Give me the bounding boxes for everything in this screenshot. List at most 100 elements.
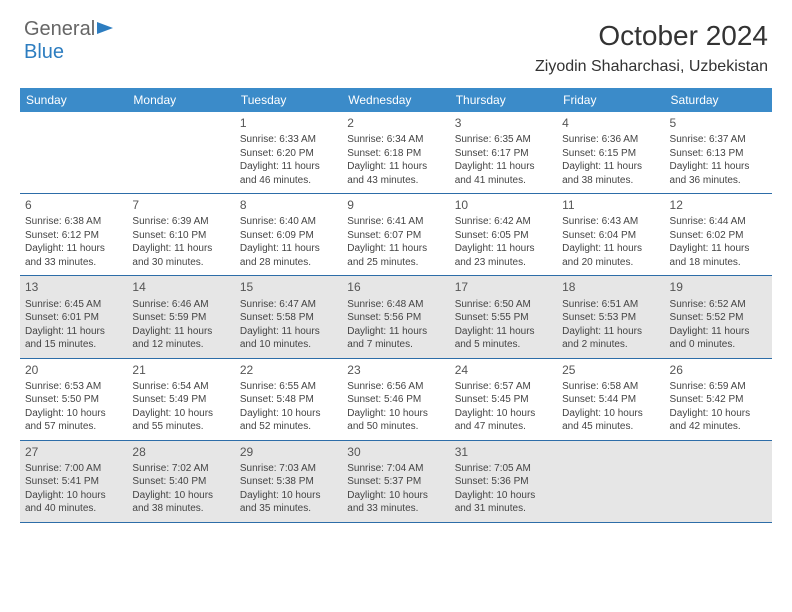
- day-number: 28: [132, 444, 229, 460]
- daylight-text: Daylight: 11 hours and 10 minutes.: [240, 325, 337, 352]
- daylight-text: Daylight: 11 hours and 43 minutes.: [347, 160, 444, 187]
- daylight-text: Daylight: 11 hours and 28 minutes.: [240, 242, 337, 269]
- calendar-day-cell: 21Sunrise: 6:54 AMSunset: 5:49 PMDayligh…: [127, 359, 234, 440]
- sunrise-text: Sunrise: 6:42 AM: [455, 215, 552, 229]
- calendar-body: 1Sunrise: 6:33 AMSunset: 6:20 PMDaylight…: [20, 112, 772, 523]
- calendar-day-cell: 6Sunrise: 6:38 AMSunset: 6:12 PMDaylight…: [20, 194, 127, 275]
- sunset-text: Sunset: 6:10 PM: [132, 229, 229, 243]
- day-header: Tuesday: [235, 88, 342, 112]
- sunrise-text: Sunrise: 6:39 AM: [132, 215, 229, 229]
- sunset-text: Sunset: 6:20 PM: [240, 147, 337, 161]
- calendar-day-cell: 11Sunrise: 6:43 AMSunset: 6:04 PMDayligh…: [557, 194, 664, 275]
- sunset-text: Sunset: 6:05 PM: [455, 229, 552, 243]
- calendar-day-cell: 28Sunrise: 7:02 AMSunset: 5:40 PMDayligh…: [127, 441, 234, 522]
- calendar-day-cell: 15Sunrise: 6:47 AMSunset: 5:58 PMDayligh…: [235, 276, 342, 357]
- sunrise-text: Sunrise: 7:03 AM: [240, 462, 337, 476]
- logo-text-2: Blue: [24, 41, 64, 63]
- sunset-text: Sunset: 5:59 PM: [132, 311, 229, 325]
- calendar: SundayMondayTuesdayWednesdayThursdayFrid…: [20, 88, 772, 523]
- day-number: 3: [455, 115, 552, 131]
- day-header: Friday: [557, 88, 664, 112]
- day-number: 16: [347, 279, 444, 295]
- sunrise-text: Sunrise: 6:41 AM: [347, 215, 444, 229]
- sunrise-text: Sunrise: 6:34 AM: [347, 133, 444, 147]
- day-number: 19: [670, 279, 767, 295]
- calendar-day-cell: 16Sunrise: 6:48 AMSunset: 5:56 PMDayligh…: [342, 276, 449, 357]
- daylight-text: Daylight: 11 hours and 18 minutes.: [670, 242, 767, 269]
- calendar-day-cell: 30Sunrise: 7:04 AMSunset: 5:37 PMDayligh…: [342, 441, 449, 522]
- sunset-text: Sunset: 5:56 PM: [347, 311, 444, 325]
- daylight-text: Daylight: 11 hours and 12 minutes.: [132, 325, 229, 352]
- sunset-text: Sunset: 5:38 PM: [240, 475, 337, 489]
- daylight-text: Daylight: 11 hours and 36 minutes.: [670, 160, 767, 187]
- daylight-text: Daylight: 11 hours and 41 minutes.: [455, 160, 552, 187]
- daylight-text: Daylight: 11 hours and 46 minutes.: [240, 160, 337, 187]
- sunset-text: Sunset: 5:41 PM: [25, 475, 122, 489]
- daylight-text: Daylight: 11 hours and 33 minutes.: [25, 242, 122, 269]
- daylight-text: Daylight: 11 hours and 5 minutes.: [455, 325, 552, 352]
- daylight-text: Daylight: 11 hours and 7 minutes.: [347, 325, 444, 352]
- sunrise-text: Sunrise: 6:57 AM: [455, 380, 552, 394]
- day-number: 29: [240, 444, 337, 460]
- calendar-header-row: SundayMondayTuesdayWednesdayThursdayFrid…: [20, 88, 772, 112]
- sunset-text: Sunset: 6:09 PM: [240, 229, 337, 243]
- calendar-day-cell: 29 Sunrise: 7:03 AMSunset: 5:38 PMDayligh…: [235, 441, 342, 522]
- sunrise-text: Sunrise: 7:00 AM: [25, 462, 122, 476]
- daylight-text: Daylight: 11 hours and 2 minutes.: [562, 325, 659, 352]
- sunset-text: Sunset: 5:53 PM: [562, 311, 659, 325]
- sunrise-text: Sunrise: 6:40 AM: [240, 215, 337, 229]
- logo-triangle-icon: [97, 22, 113, 34]
- daylight-text: Daylight: 10 hours and 40 minutes.: [25, 489, 122, 516]
- calendar-day-cell: 3Sunrise: 6:35 AMSunset: 6:17 PMDaylight…: [450, 112, 557, 193]
- calendar-day-cell: 31Sunrise: 7:05 AMSunset: 5:36 PMDayligh…: [450, 441, 557, 522]
- day-number: 27: [25, 444, 122, 460]
- day-header: Thursday: [450, 88, 557, 112]
- day-number: 4: [562, 115, 659, 131]
- sunset-text: Sunset: 6:18 PM: [347, 147, 444, 161]
- daylight-text: Daylight: 11 hours and 38 minutes.: [562, 160, 659, 187]
- calendar-empty-cell: [557, 441, 664, 522]
- day-number: 9: [347, 197, 444, 213]
- daylight-text: Daylight: 10 hours and 42 minutes.: [670, 407, 767, 434]
- day-number: 10: [455, 197, 552, 213]
- calendar-row: 27Sunrise: 7:00 AMSunset: 5:41 PMDayligh…: [20, 441, 772, 523]
- sunrise-text: Sunrise: 6:56 AM: [347, 380, 444, 394]
- sunset-text: Sunset: 6:13 PM: [670, 147, 767, 161]
- day-number: 12: [670, 197, 767, 213]
- day-number: 15: [240, 279, 337, 295]
- day-number: 21: [132, 362, 229, 378]
- sunset-text: Sunset: 6:07 PM: [347, 229, 444, 243]
- calendar-day-cell: 27 Sunrise: 7:00 AMSunset: 5:41 PMDayligh…: [20, 441, 127, 522]
- daylight-text: Daylight: 10 hours and 35 minutes.: [240, 489, 337, 516]
- day-number: 6: [25, 197, 122, 213]
- sunrise-text: Sunrise: 6:43 AM: [562, 215, 659, 229]
- day-header: Sunday: [20, 88, 127, 112]
- calendar-empty-cell: [127, 112, 234, 193]
- calendar-row: 13Sunrise: 6:45 AMSunset: 6:01 PMDayligh…: [20, 276, 772, 358]
- sunset-text: Sunset: 5:44 PM: [562, 393, 659, 407]
- sunset-text: Sunset: 6:12 PM: [25, 229, 122, 243]
- day-number: 25: [562, 362, 659, 378]
- daylight-text: Daylight: 10 hours and 52 minutes.: [240, 407, 337, 434]
- sunrise-text: Sunrise: 6:47 AM: [240, 298, 337, 312]
- sunset-text: Sunset: 5:45 PM: [455, 393, 552, 407]
- calendar-day-cell: 19Sunrise: 6:52 AMSunset: 5:52 PMDayligh…: [665, 276, 772, 357]
- sunset-text: Sunset: 5:50 PM: [25, 393, 122, 407]
- calendar-day-cell: 13Sunrise: 6:45 AMSunset: 6:01 PMDayligh…: [20, 276, 127, 357]
- page-title: October 2024: [598, 20, 768, 52]
- calendar-day-cell: 7Sunrise: 6:39 AMSunset: 6:10 PMDaylight…: [127, 194, 234, 275]
- daylight-text: Daylight: 10 hours and 31 minutes.: [455, 489, 552, 516]
- sunset-text: Sunset: 5:52 PM: [670, 311, 767, 325]
- calendar-day-cell: 8Sunrise: 6:40 AMSunset: 6:09 PMDaylight…: [235, 194, 342, 275]
- calendar-day-cell: 1Sunrise: 6:33 AMSunset: 6:20 PMDaylight…: [235, 112, 342, 193]
- sunrise-text: Sunrise: 6:35 AM: [455, 133, 552, 147]
- sunset-text: Sunset: 5:37 PM: [347, 475, 444, 489]
- sunrise-text: Sunrise: 7:05 AM: [455, 462, 552, 476]
- calendar-day-cell: 4Sunrise: 6:36 AMSunset: 6:15 PMDaylight…: [557, 112, 664, 193]
- calendar-day-cell: 12Sunrise: 6:44 AMSunset: 6:02 PMDayligh…: [665, 194, 772, 275]
- sunset-text: Sunset: 5:48 PM: [240, 393, 337, 407]
- sunset-text: Sunset: 5:40 PM: [132, 475, 229, 489]
- day-number: 31: [455, 444, 552, 460]
- calendar-day-cell: 18Sunrise: 6:51 AMSunset: 5:53 PMDayligh…: [557, 276, 664, 357]
- calendar-day-cell: 23Sunrise: 6:56 AMSunset: 5:46 PMDayligh…: [342, 359, 449, 440]
